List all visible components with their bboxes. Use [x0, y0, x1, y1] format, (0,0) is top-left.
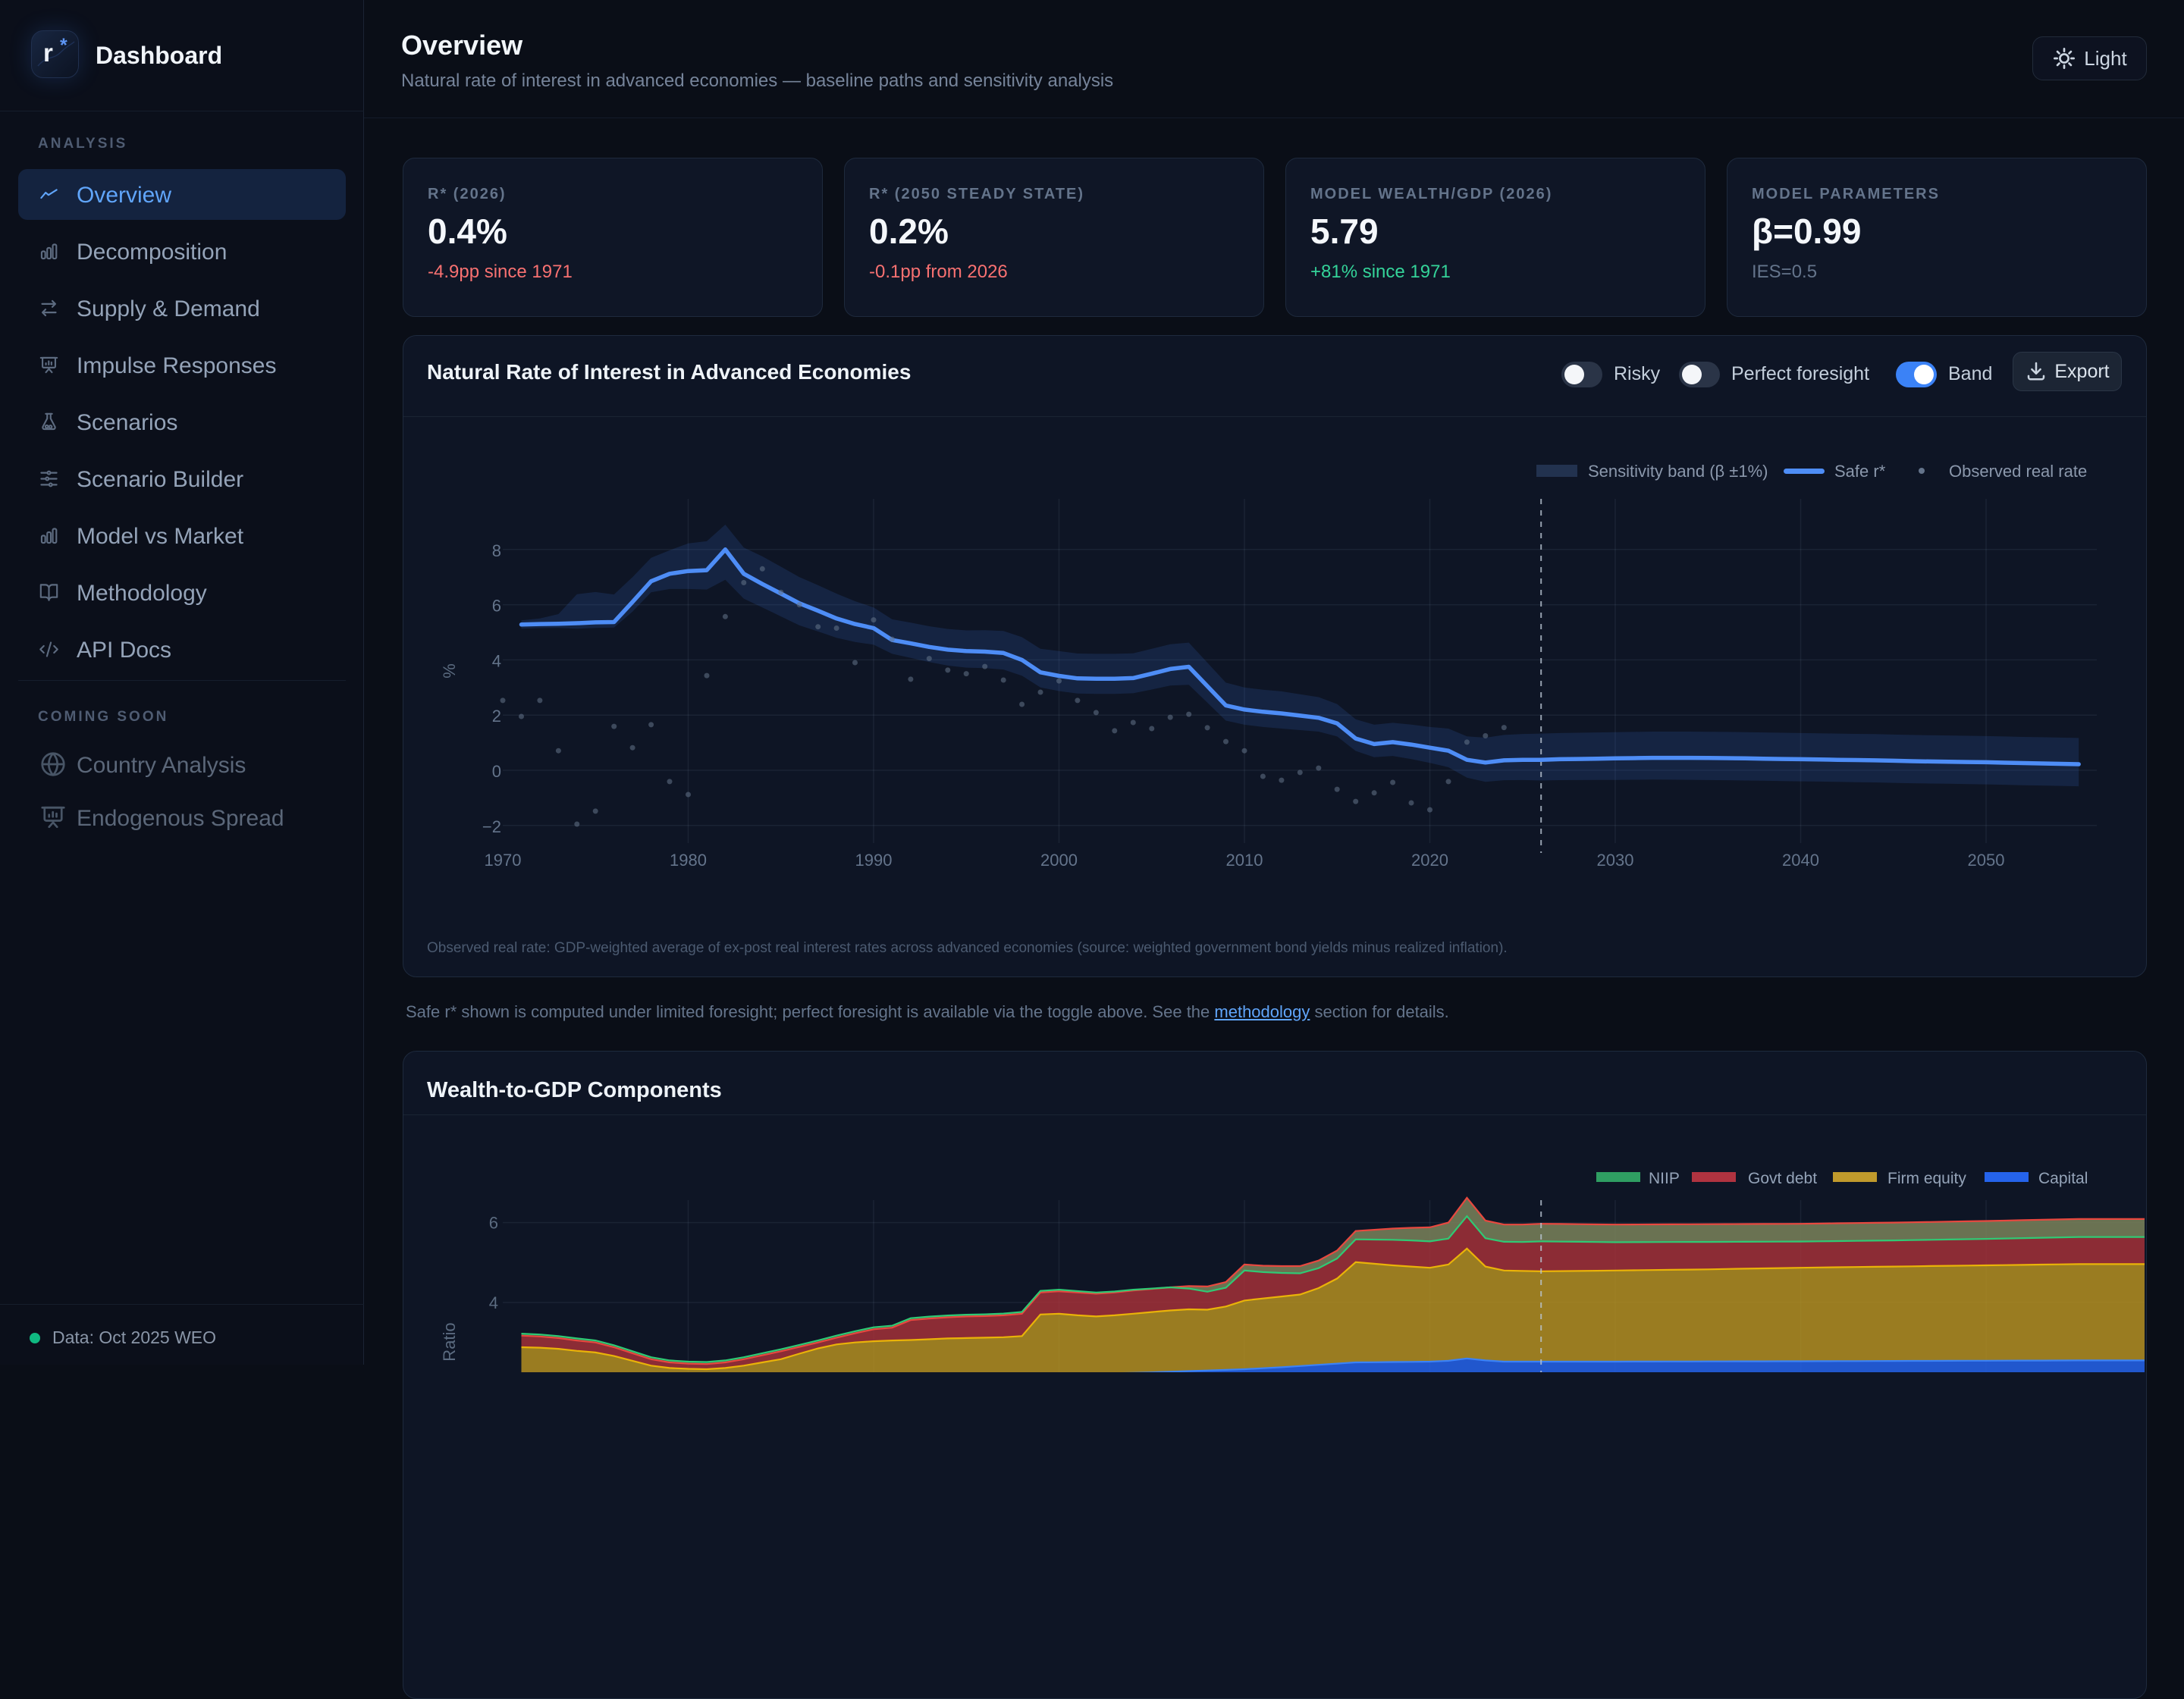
svg-text:2050: 2050: [1968, 851, 2005, 870]
svg-text:1990: 1990: [855, 851, 893, 870]
svg-text:2010: 2010: [1226, 851, 1263, 870]
svg-text:Capital: Capital: [2038, 1170, 2088, 1187]
svg-text:2000: 2000: [1040, 851, 1078, 870]
svg-text:2030: 2030: [1597, 851, 1634, 870]
svg-text:1980: 1980: [670, 851, 707, 870]
svg-text:Govt debt: Govt debt: [1748, 1170, 1817, 1187]
svg-text:Observed real rate: Observed real rate: [1949, 462, 2087, 481]
svg-text:2040: 2040: [1782, 851, 1819, 870]
svg-text:4: 4: [492, 651, 501, 670]
svg-text:%: %: [440, 663, 459, 679]
svg-text:8: 8: [492, 541, 501, 560]
svg-text:−2: −2: [482, 817, 501, 836]
svg-text:Observed real rate: GDP-weight: Observed real rate: GDP-weighted average…: [427, 940, 1508, 956]
svg-text:6: 6: [492, 597, 501, 616]
svg-text:Safe r*: Safe r*: [1834, 462, 1886, 481]
svg-text:Sensitivity band (β ±1%): Sensitivity band (β ±1%): [1588, 462, 1768, 481]
svg-text:NIIP: NIIP: [1649, 1170, 1680, 1187]
svg-text:1970: 1970: [485, 851, 522, 870]
svg-text:4: 4: [489, 1293, 498, 1312]
svg-text:Ratio: Ratio: [440, 1322, 459, 1361]
svg-text:2020: 2020: [1411, 851, 1448, 870]
svg-text:6: 6: [489, 1214, 498, 1233]
svg-text:2: 2: [492, 707, 501, 726]
svg-text:0: 0: [492, 762, 501, 781]
svg-text:Firm equity: Firm equity: [1887, 1170, 1966, 1187]
